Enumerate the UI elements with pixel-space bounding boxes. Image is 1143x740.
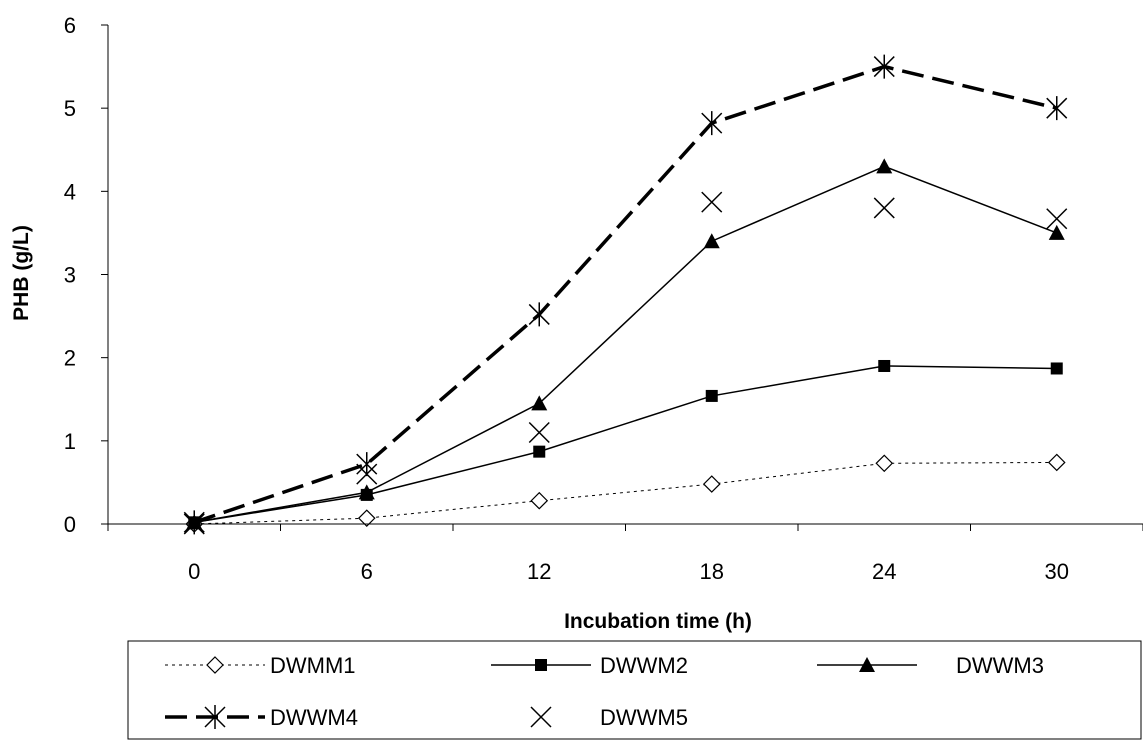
legend: DWMM1 DWWM2 DWWM3 DWWM4 DWWM5 [127, 640, 1142, 740]
legend-label: DWWM2 [600, 653, 688, 678]
data-point [356, 452, 378, 477]
x-tick-label: 24 [872, 559, 896, 584]
series-line [194, 365, 1057, 524]
y-tick-label: 5 [64, 96, 76, 121]
series-DWMM1 [185, 453, 1066, 533]
data-point [533, 445, 546, 458]
legend-marker [206, 656, 224, 674]
plot-area [183, 54, 1068, 535]
series-DWWM4 [183, 54, 1068, 535]
data-point [528, 302, 550, 327]
data-point [358, 484, 375, 500]
data-point [873, 197, 895, 219]
legend-marker [535, 659, 547, 671]
legend-marker [204, 705, 226, 729]
y-tick-label: 4 [64, 179, 76, 204]
data-point [703, 233, 720, 249]
series-DWWM3 [186, 158, 1065, 530]
legend-marker [859, 657, 875, 672]
data-point [1046, 208, 1068, 230]
y-tick-label: 6 [64, 13, 76, 38]
data-point [702, 475, 721, 493]
data-point [1047, 453, 1066, 472]
x-tick-label: 12 [527, 559, 551, 584]
data-point [876, 158, 893, 174]
x-tick-label: 6 [361, 559, 373, 584]
legend-label: DWWM5 [600, 705, 688, 730]
x-tick-label: 0 [188, 559, 200, 584]
data-point [1050, 362, 1063, 375]
legend-marker [530, 706, 552, 728]
data-point [705, 389, 718, 402]
data-point [356, 463, 378, 485]
x-axis-title: Incubation time (h) [564, 610, 752, 633]
data-point [873, 54, 895, 79]
data-point [701, 111, 723, 136]
legend-item: DWMM1 [165, 653, 356, 678]
data-point [1046, 96, 1068, 121]
legend-label: DWMM1 [270, 653, 356, 678]
data-point [183, 510, 205, 535]
legend-label: DWWM4 [270, 705, 358, 730]
legend-item: DWWM3 [817, 653, 1044, 678]
data-point [875, 454, 894, 473]
y-axis: 0 1 2 3 4 5 6 [64, 13, 109, 537]
legend-box [127, 640, 1142, 740]
legend-item: DWWM4 [165, 705, 358, 730]
y-tick-label: 2 [64, 346, 76, 371]
data-point [357, 509, 376, 528]
y-tick-label: 1 [64, 429, 76, 454]
legend-item: DWWM5 [530, 705, 688, 730]
series-line [193, 64, 1058, 524]
data-point [701, 191, 723, 213]
data-point [1048, 224, 1065, 240]
x-tick-label: 18 [700, 559, 724, 584]
legend-item: DWWM2 [491, 653, 688, 678]
x-tick-label: 30 [1045, 559, 1069, 584]
y-tick-label: 3 [64, 263, 76, 288]
data-point [530, 491, 549, 510]
data-point [528, 421, 550, 444]
x-axis: 0 6 12 18 24 30 [107, 523, 1143, 584]
series-line [194, 461, 1057, 525]
data-point [531, 395, 548, 411]
y-tick-label: 0 [64, 512, 76, 537]
series-line [194, 165, 1058, 524]
series-DWWM2 [188, 359, 1063, 529]
y-axis-title: PHB (g/L) [10, 225, 33, 321]
data-point [878, 359, 891, 372]
legend-label: DWWM3 [956, 653, 1044, 678]
